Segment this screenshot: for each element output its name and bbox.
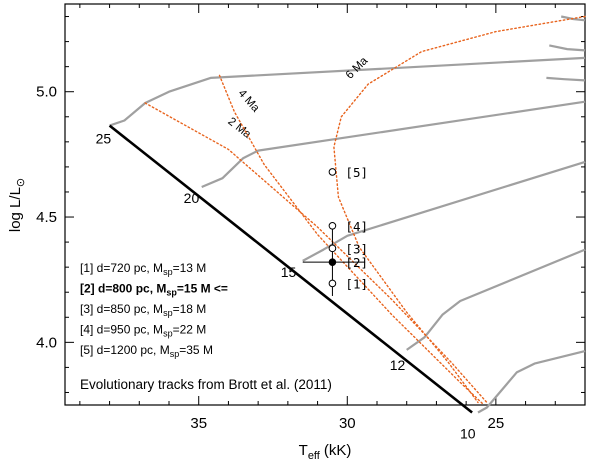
isochrone-line (333, 15, 586, 404)
isochrone-label: 2 Ma (225, 116, 253, 142)
legend-entry-suffix: =13 M (173, 261, 207, 275)
evolutionary-track-line (302, 160, 586, 262)
legend-entry-sub: sp (163, 267, 173, 277)
track-mass-label: 10 (460, 426, 476, 442)
track-mass-label: 25 (96, 131, 112, 147)
x-tick-label: 25 (488, 415, 505, 432)
track-mass-label: 12 (390, 357, 406, 373)
legend-group: [1] d=720 pc, Msp=13 M[2] d=800 pc, Msp=… (80, 261, 228, 359)
note-text: Evolutionary tracks from Brott et al. (2… (80, 377, 332, 392)
distance-point-label: [1] (345, 276, 368, 291)
track-mass-label: 15 (281, 264, 297, 280)
points-group: [1] [2][3] [4] [5] (302, 165, 368, 296)
distance-point-marker (328, 222, 337, 230)
y-ticks: 4.0 4.5 5.0 (36, 16, 585, 393)
legend-entry-suffix: =15 M <= (177, 282, 228, 296)
plot-frame (64, 3, 586, 406)
x-tick-label: 30 (339, 415, 356, 432)
legend-entry: [2] d=800 pc, Msp=15 M <= (80, 282, 228, 298)
isochrone-label: 6 Ma (344, 55, 371, 82)
legend-entry: [3] d=850 pc, Msp=18 M (80, 302, 206, 318)
distance-point-marker (328, 279, 337, 288)
legend-entry-text: [5] d=1200 pc, M (80, 343, 170, 357)
y-axis-title-main: log L/L (7, 187, 24, 232)
legend-entry: [4] d=950 pc, Msp=22 M (80, 323, 206, 339)
y-axis-title: log L/L⊙ (7, 178, 27, 232)
legend-entry-sub: sp (163, 329, 173, 339)
legend-entry-suffix: =18 M (173, 302, 207, 316)
legend-entry-suffix: =22 M (173, 323, 207, 337)
distance-point-label: [2] (345, 255, 368, 270)
distance-point-marker (328, 244, 337, 253)
evolutionary-track-line (201, 100, 586, 189)
tracks-group: 25 20 15 12 10 (96, 15, 586, 442)
distance-point-label: [5] (345, 165, 368, 180)
x-axis-title-main: T (299, 442, 308, 459)
legend-entry-text: [3] d=850 pc, M (80, 302, 163, 316)
distance-point-label: [3] (345, 241, 368, 256)
x-axis-title-sub: eff (308, 450, 321, 462)
y-axis-title-sun: ⊙ (15, 178, 27, 187)
legend-entry-suffix: =35 M (179, 343, 213, 357)
evolutionary-track-line (109, 56, 586, 127)
evolutionary-track-line (546, 76, 586, 82)
legend-entry-sub: sp (166, 288, 177, 298)
x-axis-title-unit: (kK) (324, 442, 352, 459)
y-tick-label: 5.0 (36, 84, 57, 101)
legend-entry-sub: sp (163, 308, 173, 318)
isochrone-line (218, 74, 485, 406)
x-ticks: 35 30 25 (79, 4, 586, 432)
legend-entry-sub: sp (170, 349, 180, 359)
distance-point-label: [4] (345, 219, 368, 234)
zams-line (108, 124, 473, 414)
legend-entry: [1] d=720 pc, Msp=13 M (80, 261, 206, 277)
track-mass-label: 20 (184, 190, 200, 206)
legend-entry: [5] d=1200 pc, Msp=35 M (80, 343, 213, 359)
zams-group (108, 124, 473, 414)
y-tick-label: 4.5 (36, 209, 57, 226)
evolutionary-track-line (549, 44, 586, 52)
legend-entry-text: [4] d=950 pc, M (80, 323, 163, 337)
x-axis-title: Teff (kK) (299, 442, 352, 462)
evolutionary-track-line (406, 248, 586, 351)
isochrone-label: 4 Ma (235, 87, 261, 114)
x-tick-label: 35 (190, 415, 207, 432)
distance-point-marker (328, 258, 337, 266)
y-tick-label: 4.0 (36, 334, 57, 351)
evolutionary-track-line (477, 350, 586, 414)
legend-entry-text: [2] d=800 pc, M (80, 282, 166, 296)
isochrone-line (144, 102, 488, 404)
legend-entry-text: [1] d=720 pc, M (80, 261, 163, 275)
distance-point-marker (328, 168, 337, 176)
